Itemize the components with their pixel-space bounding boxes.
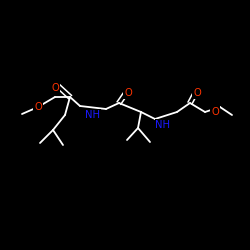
Text: O: O	[124, 88, 132, 98]
Text: O: O	[34, 102, 42, 112]
Text: O: O	[51, 83, 59, 93]
Text: NH: NH	[86, 110, 100, 120]
Text: NH: NH	[156, 120, 170, 130]
Text: O: O	[193, 88, 201, 98]
Text: O: O	[211, 107, 219, 117]
